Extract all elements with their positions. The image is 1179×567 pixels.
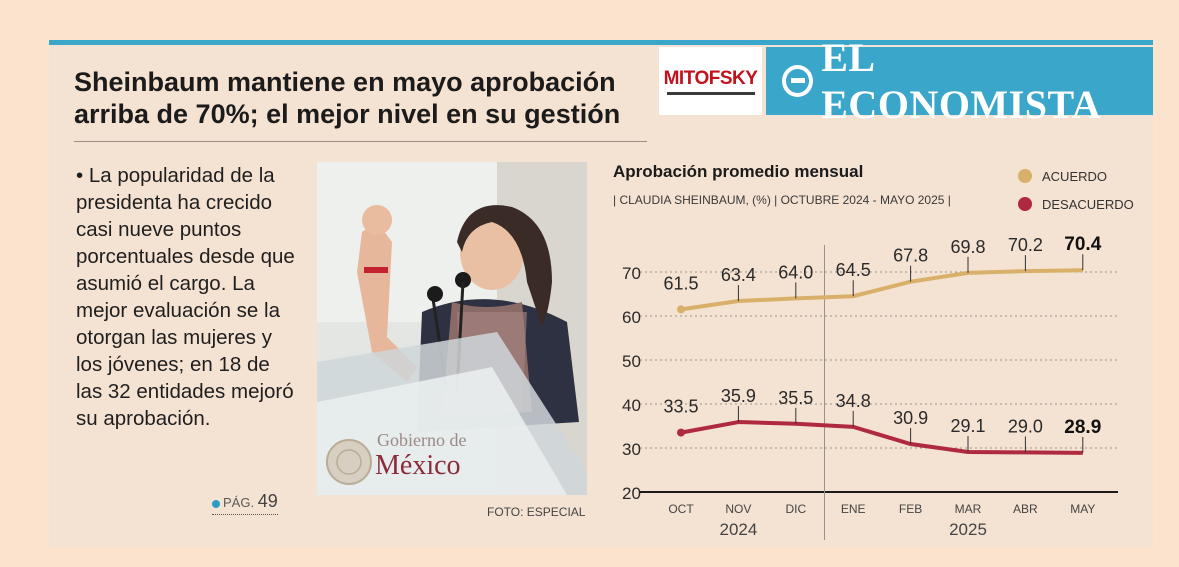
y-tick-label: 30 [622, 440, 641, 459]
page-reference[interactable]: PÁG. 49 [212, 491, 278, 515]
y-tick-label: 60 [622, 308, 641, 327]
headline: Sheinbaum mantiene en mayo aprobación ar… [74, 66, 654, 130]
legend-label-acuerdo: ACUERDO [1042, 168, 1108, 184]
y-tick-label: 20 [622, 484, 641, 503]
page-reference-number: 49 [257, 491, 278, 511]
data-label: 29.0 [1008, 416, 1043, 436]
x-tick-label: MAR [955, 502, 982, 516]
x-tick-label: FEB [899, 502, 922, 516]
headline-line-1: Sheinbaum mantiene en mayo aprobación [74, 67, 616, 97]
chart-title: Aprobación promedio mensual [613, 162, 864, 181]
x-tick-label: ENE [841, 502, 866, 516]
data-label: 28.9 [1064, 417, 1101, 438]
legend-item-acuerdo: ACUERDO [1018, 162, 1134, 190]
bullet-dot-icon [212, 499, 220, 508]
legend-swatch-desacuerdo [1018, 197, 1032, 211]
el-economista-logo: EL ECONOMISTA [766, 35, 1153, 127]
top-accent-rule [49, 40, 1153, 45]
data-label: 34.8 [836, 391, 871, 411]
legend-swatch-acuerdo [1018, 169, 1032, 183]
el-economista-mark-icon [782, 65, 814, 97]
year-label: 2024 [719, 520, 757, 539]
data-label: 33.5 [663, 397, 698, 417]
year-label: 2025 [949, 520, 987, 539]
podium-sign-line-2: México [375, 450, 461, 481]
data-point-marker [677, 428, 685, 437]
data-label: 63.4 [721, 265, 756, 285]
article-summary: • La popularidad de la presidenta ha cre… [76, 164, 295, 430]
x-tick-label: NOV [725, 502, 751, 516]
data-label: 35.9 [721, 386, 756, 406]
page-reference-label: PÁG. [223, 495, 255, 510]
data-label: 67.8 [893, 246, 928, 266]
mitofsky-logo-text: MITOFSKY [663, 67, 758, 89]
headline-divider [74, 141, 647, 142]
data-label: 64.5 [836, 260, 871, 280]
infographic-card [49, 40, 1153, 548]
x-tick-label: ABR [1013, 502, 1038, 516]
y-tick-label: 40 [622, 396, 641, 415]
data-label: 70.2 [1008, 235, 1043, 255]
data-label: 30.9 [893, 408, 928, 428]
president-photo: Gobierno de México [317, 162, 587, 495]
data-label: 29.1 [950, 416, 985, 436]
legend-item-desacuerdo: DESACUERDO [1018, 190, 1134, 218]
series-line-desacuerdo [680, 420, 1083, 455]
president-photo-illustration: Gobierno de México [317, 162, 587, 495]
data-label: 35.5 [778, 388, 813, 408]
chart-subtitle: | CLAUDIA SHEINBAUM, (%) | OCTUBRE 2024 … [613, 193, 951, 207]
series-line-acuerdo [680, 268, 1083, 312]
photo-credit: FOTO: ESPECIAL [487, 505, 586, 519]
x-tick-label: OCT [668, 502, 694, 516]
legend-label-desacuerdo: DESACUERDO [1042, 196, 1134, 212]
data-label: 69.8 [950, 237, 985, 257]
data-label: 70.4 [1064, 234, 1101, 255]
x-tick-label: DIC [785, 502, 806, 516]
y-tick-label: 70 [622, 264, 641, 283]
y-tick-label: 50 [622, 352, 641, 371]
x-tick-label: MAY [1070, 502, 1095, 516]
chart-legend: ACUERDO DESACUERDO [1018, 162, 1134, 218]
data-label: 64.0 [778, 262, 813, 282]
mitofsky-logo-bar [666, 91, 755, 95]
podium-sign-line-1: Gobierno de [377, 430, 466, 450]
headline-line-2: arriba de 70%; el mejor nivel en su gest… [74, 99, 621, 129]
data-label: 61.5 [663, 273, 698, 293]
data-point-marker [677, 305, 685, 314]
el-economista-logo-text: EL ECONOMISTA [821, 35, 1102, 127]
mitofsky-logo: MITOFSKY [659, 47, 762, 115]
